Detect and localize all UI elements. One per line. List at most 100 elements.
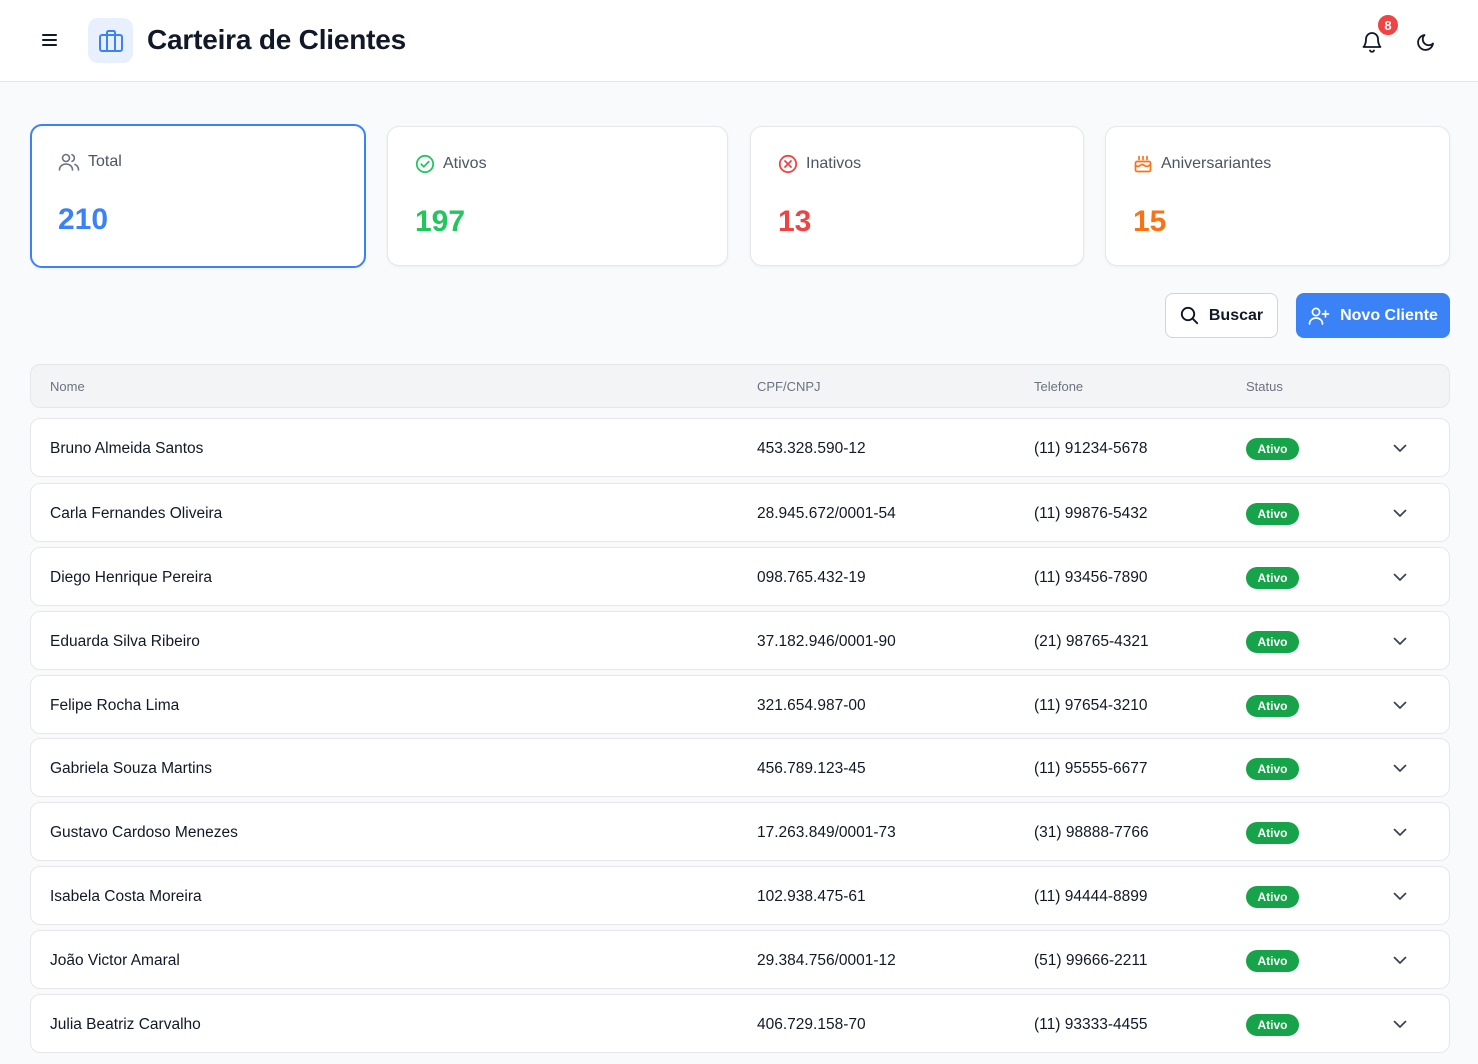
stat-value: 13	[778, 205, 812, 238]
chevron-down-icon	[1393, 573, 1407, 581]
theme-toggle-button[interactable]	[1412, 28, 1440, 56]
notifications-button[interactable]	[1358, 28, 1386, 56]
stat-label: Inativos	[806, 155, 862, 172]
expand-row-button[interactable]	[1391, 887, 1409, 905]
expand-row-button[interactable]	[1391, 568, 1409, 586]
client-doc: 406.729.158-70	[757, 1016, 866, 1033]
bell-icon	[1362, 32, 1382, 53]
client-phone: (11) 91234-5678	[1034, 440, 1148, 457]
client-name: Gabriela Souza Martins	[50, 760, 212, 777]
menu-icon	[42, 34, 57, 46]
expand-row-button[interactable]	[1391, 823, 1409, 841]
client-doc: 29.384.756/0001-12	[757, 952, 896, 969]
stat-card-inativos[interactable]: Inativos 13	[750, 126, 1084, 266]
table-row[interactable]: Gabriela Souza Martins 456.789.123-45 (1…	[30, 738, 1450, 797]
status-badge: Ativo	[1246, 695, 1299, 717]
cake-icon	[1134, 155, 1152, 173]
client-doc: 453.328.590-12	[757, 440, 866, 457]
expand-row-button[interactable]	[1391, 439, 1409, 457]
search-button-label: Buscar	[1208, 306, 1264, 324]
x-circle-icon	[778, 154, 798, 174]
chevron-down-icon	[1393, 892, 1407, 900]
status-badge: Ativo	[1246, 503, 1299, 525]
chevron-down-icon	[1393, 701, 1407, 709]
table-row[interactable]: Bruno Almeida Santos 453.328.590-12 (11)…	[30, 418, 1450, 477]
users-icon	[58, 153, 80, 171]
column-header-phone[interactable]: Telefone	[1034, 379, 1084, 394]
client-phone: (51) 99666-2211	[1034, 952, 1148, 969]
status-badge: Ativo	[1246, 567, 1299, 589]
column-header-name[interactable]: Nome	[50, 379, 85, 394]
moon-icon	[1417, 34, 1434, 51]
stat-label: Aniversariantes	[1161, 155, 1272, 172]
chevron-down-icon	[1393, 764, 1407, 772]
client-doc: 321.654.987-00	[757, 697, 866, 714]
client-doc: 456.789.123-45	[757, 760, 866, 777]
expand-row-button[interactable]	[1391, 1015, 1409, 1033]
table-header: Nome CPF/CNPJ Telefone Status	[30, 364, 1450, 408]
client-phone: (11) 94444-8899	[1034, 888, 1148, 905]
expand-row-button[interactable]	[1391, 632, 1409, 650]
client-phone: (11) 95555-6677	[1034, 760, 1148, 777]
user-plus-icon	[1308, 307, 1330, 325]
table-row[interactable]: Gustavo Cardoso Menezes 17.263.849/0001-…	[30, 802, 1450, 861]
column-header-doc[interactable]: CPF/CNPJ	[757, 379, 821, 394]
stat-value: 197	[415, 205, 466, 238]
table-row[interactable]: João Victor Amaral 29.384.756/0001-12 (5…	[30, 930, 1450, 989]
client-name: Carla Fernandes Oliveira	[50, 505, 223, 522]
chevron-down-icon	[1393, 1020, 1407, 1028]
search-icon	[1180, 306, 1199, 325]
client-doc: 102.938.475-61	[757, 888, 866, 905]
menu-button[interactable]	[36, 26, 64, 54]
stat-value: 15	[1133, 205, 1167, 238]
expand-row-button[interactable]	[1391, 759, 1409, 777]
new-client-button-label: Novo Cliente	[1340, 306, 1438, 324]
status-badge: Ativo	[1246, 886, 1299, 908]
client-name: Felipe Rocha Lima	[50, 697, 180, 714]
expand-row-button[interactable]	[1391, 696, 1409, 714]
status-badge: Ativo	[1246, 438, 1299, 460]
client-phone: (21) 98765-4321	[1034, 633, 1149, 650]
status-badge: Ativo	[1246, 822, 1299, 844]
client-phone: (11) 93333-4455	[1034, 1016, 1148, 1033]
chevron-down-icon	[1393, 956, 1407, 964]
client-name: João Victor Amaral	[50, 952, 180, 969]
status-badge: Ativo	[1246, 1014, 1299, 1036]
status-badge: Ativo	[1246, 631, 1299, 653]
chevron-down-icon	[1393, 509, 1407, 517]
expand-row-button[interactable]	[1391, 951, 1409, 969]
client-doc: 098.765.432-19	[757, 569, 866, 586]
client-phone: (11) 97654-3210	[1034, 697, 1148, 714]
client-name: Diego Henrique Pereira	[50, 569, 212, 586]
page-title: Carteira de Clientes	[147, 24, 406, 55]
search-button[interactable]: Buscar	[1165, 293, 1278, 338]
table-row[interactable]: Eduarda Silva Ribeiro 37.182.946/0001-90…	[30, 611, 1450, 670]
notification-badge: 8	[1376, 13, 1400, 37]
app-header: Carteira de Clientes 8	[0, 0, 1478, 82]
client-name: Isabela Costa Moreira	[50, 888, 202, 905]
new-client-button[interactable]: Novo Cliente	[1296, 293, 1450, 338]
client-name: Julia Beatriz Carvalho	[50, 1016, 201, 1033]
app-logo	[88, 18, 133, 63]
stat-card-total[interactable]: Total 210	[30, 124, 366, 268]
column-header-status[interactable]: Status	[1246, 379, 1283, 394]
status-badge: Ativo	[1246, 758, 1299, 780]
expand-row-button[interactable]	[1391, 504, 1409, 522]
chevron-down-icon	[1393, 637, 1407, 645]
stat-value: 210	[58, 203, 109, 236]
stat-card-ativos[interactable]: Ativos 197	[387, 126, 728, 266]
table-row[interactable]: Julia Beatriz Carvalho 406.729.158-70 (1…	[30, 994, 1450, 1053]
stat-label: Ativos	[443, 155, 487, 172]
stat-label: Total	[88, 153, 122, 170]
client-name: Bruno Almeida Santos	[50, 440, 204, 457]
client-doc: 37.182.946/0001-90	[757, 633, 896, 650]
client-name: Gustavo Cardoso Menezes	[50, 824, 238, 841]
table-row[interactable]: Diego Henrique Pereira 098.765.432-19 (1…	[30, 547, 1450, 606]
table-row[interactable]: Felipe Rocha Lima 321.654.987-00 (11) 97…	[30, 675, 1450, 734]
stat-card-aniversariantes[interactable]: Aniversariantes 15	[1105, 126, 1450, 266]
client-phone: (11) 99876-5432	[1034, 505, 1148, 522]
check-circle-icon	[415, 154, 435, 174]
table-row[interactable]: Isabela Costa Moreira 102.938.475-61 (11…	[30, 866, 1450, 925]
table-row[interactable]: Carla Fernandes Oliveira 28.945.672/0001…	[30, 483, 1450, 542]
client-name: Eduarda Silva Ribeiro	[50, 633, 200, 650]
